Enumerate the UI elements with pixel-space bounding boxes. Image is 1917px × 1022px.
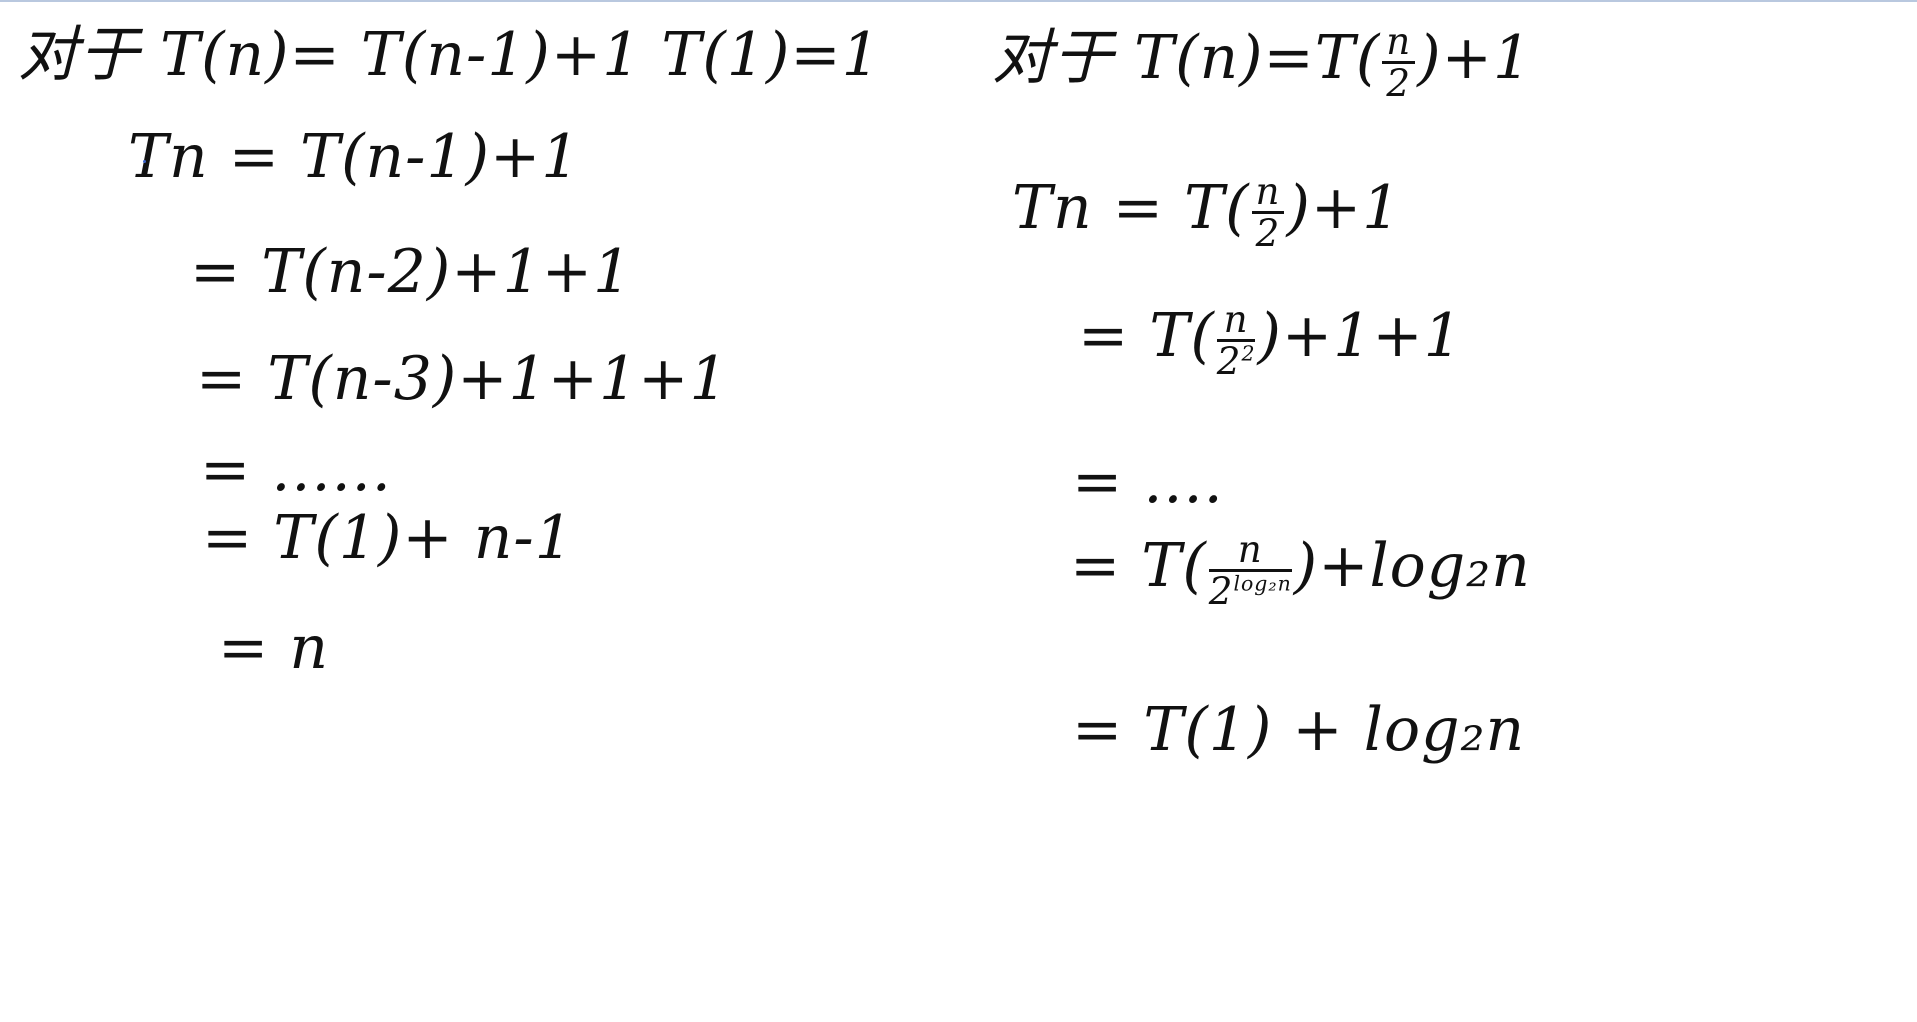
right-step-3: = .... bbox=[1072, 447, 1224, 517]
right-step-1: Tn = T(n 2)+1 bbox=[1012, 169, 1402, 256]
cursor-dot bbox=[143, 160, 146, 163]
right-step-2: = T(n 22)+1+1 bbox=[1078, 297, 1463, 384]
window-top-border bbox=[0, 0, 1917, 2]
fraction-n-over-2-pow-log2n: n 2log₂n bbox=[1208, 527, 1292, 614]
left-step-6: = n bbox=[218, 613, 329, 683]
left-step-5: = T(1)+ n-1 bbox=[202, 503, 574, 573]
left-step-1: Tn = T(n-1)+1 bbox=[128, 122, 581, 192]
right-step-4: = T(n 2log₂n)+log₂n bbox=[1070, 527, 1531, 614]
left-step-3: = T(n-3)+1+1+1 bbox=[196, 344, 729, 414]
left-step-4: = ...... bbox=[200, 435, 392, 505]
right-step-5: = T(1) + log₂n bbox=[1072, 695, 1526, 765]
right-header: 对于 T(n)=T(n 2)+1 bbox=[992, 19, 1533, 106]
left-header: 对于 T(n)= T(n-1)+1 T(1)=1 bbox=[18, 20, 881, 90]
fraction-n-over-2-squared: n 22 bbox=[1216, 297, 1256, 384]
left-step-2: = T(n-2)+1+1 bbox=[190, 237, 633, 307]
